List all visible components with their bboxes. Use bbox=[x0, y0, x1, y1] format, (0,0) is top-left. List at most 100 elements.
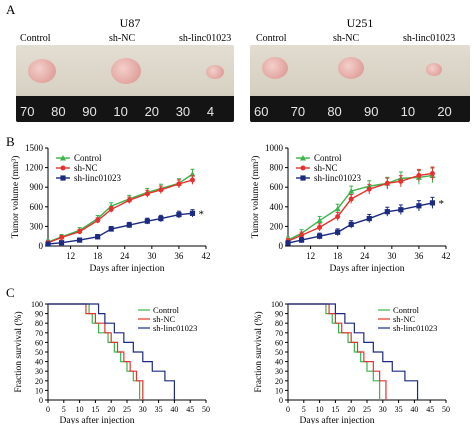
photo-label-sh-linc01023: sh-linc01023 bbox=[403, 33, 456, 44]
ruler-number: 70 bbox=[20, 104, 35, 119]
x-tick-label: 10 bbox=[316, 405, 324, 414]
data-point bbox=[300, 165, 306, 171]
x-axis-label: Days after injection bbox=[300, 415, 375, 424]
legend-label: sh-linc01023 bbox=[74, 173, 121, 183]
x-tick-label: 30 bbox=[379, 405, 387, 414]
data-point bbox=[348, 188, 355, 194]
data-point bbox=[144, 218, 150, 224]
legend-label: Control bbox=[393, 305, 420, 315]
panel-label-b: B bbox=[6, 134, 15, 149]
ruler-number: 80 bbox=[51, 104, 66, 119]
x-tick-label: 15 bbox=[91, 405, 99, 414]
y-tick-label: 40 bbox=[35, 358, 43, 367]
y-axis-label: Fraction survival (%) bbox=[13, 311, 24, 392]
y-tick-label: 60 bbox=[275, 338, 283, 347]
data-point bbox=[366, 186, 372, 192]
y-tick-label: 200 bbox=[270, 221, 284, 231]
y-tick-label: 40 bbox=[275, 358, 283, 367]
tumor-control bbox=[28, 59, 56, 83]
photo-title-u87: U87 bbox=[119, 16, 141, 30]
ruler-number: 10 bbox=[400, 104, 416, 119]
data-point bbox=[334, 205, 341, 212]
tumor-sh-linc01023 bbox=[206, 65, 224, 79]
x-tick-label: 40 bbox=[410, 405, 418, 414]
y-tick-label: 1000 bbox=[265, 143, 284, 153]
data-point bbox=[58, 240, 65, 246]
photo-label-control: Control bbox=[20, 33, 51, 44]
x-tick-label: 25 bbox=[123, 405, 131, 414]
data-point bbox=[189, 210, 196, 216]
tumor-control bbox=[262, 57, 288, 79]
legend-label: sh-NC bbox=[314, 163, 338, 173]
ruler-number: 80 bbox=[327, 104, 342, 119]
x-tick-label: 18 bbox=[93, 251, 103, 261]
data-point bbox=[348, 221, 354, 228]
data-point bbox=[299, 232, 305, 238]
data-point bbox=[59, 235, 65, 241]
y-tick-label: 400 bbox=[270, 202, 284, 212]
survival-curve bbox=[288, 303, 381, 400]
y-tick-label: 1500 bbox=[25, 143, 44, 153]
y-tick-label: 80 bbox=[35, 319, 43, 328]
significance-marker: * bbox=[198, 208, 204, 220]
x-tick-label: 42 bbox=[202, 251, 211, 261]
tumor-sh-linc01023 bbox=[426, 63, 442, 76]
data-point bbox=[416, 172, 422, 178]
y-axis-label: Tumor volume (mm³) bbox=[10, 156, 21, 239]
tumor-photo-u87: 70 80 90 10 20 30 4 bbox=[16, 45, 234, 122]
x-axis-label: Days after injection bbox=[90, 263, 165, 274]
x-axis-label: Days after injection bbox=[330, 263, 405, 274]
legend-label: sh-linc01023 bbox=[153, 323, 197, 333]
photo-label-control: Control bbox=[256, 33, 287, 44]
legend-label: Control bbox=[74, 153, 102, 163]
x-tick-label: 20 bbox=[347, 405, 355, 414]
y-tick-label: 60 bbox=[35, 338, 43, 347]
series-line bbox=[287, 202, 433, 244]
data-point bbox=[77, 237, 83, 243]
y-tick-label: 600 bbox=[30, 202, 44, 212]
x-tick-label: 42 bbox=[442, 251, 451, 261]
photo-label-sh-nc: sh-NC bbox=[333, 33, 360, 44]
series-line bbox=[47, 173, 193, 243]
legend-label: sh-NC bbox=[74, 163, 98, 173]
x-tick-label: 36 bbox=[174, 251, 184, 261]
survival-curve bbox=[288, 303, 419, 400]
data-point bbox=[158, 187, 164, 193]
x-tick-label: 5 bbox=[62, 405, 66, 414]
data-point bbox=[95, 218, 101, 224]
ruler-number: 20 bbox=[437, 104, 452, 119]
y-tick-label: 100 bbox=[31, 300, 43, 309]
y-tick-label: 50 bbox=[35, 348, 43, 357]
data-point bbox=[77, 229, 83, 235]
panel-label-a: A bbox=[6, 2, 16, 17]
data-point bbox=[429, 200, 436, 206]
data-point bbox=[60, 175, 66, 181]
x-tick-label: 50 bbox=[202, 405, 210, 414]
ruler-number: 70 bbox=[290, 104, 306, 119]
tumor-volume-chart-u87: 0 300 600 900 1200 1500 12 18 24 30 36 42 Days after… bbox=[10, 143, 211, 274]
data-point bbox=[95, 234, 101, 240]
x-tick-label: 30 bbox=[139, 405, 147, 414]
data-point bbox=[316, 217, 323, 224]
ruler-number: 4 bbox=[206, 104, 215, 119]
legend-label: Control bbox=[314, 153, 342, 163]
y-tick-label: 80 bbox=[275, 319, 283, 328]
y-tick-label: 900 bbox=[30, 182, 44, 192]
panel-label-c: C bbox=[6, 285, 15, 300]
data-point bbox=[189, 177, 195, 183]
ruler-number: 20 bbox=[144, 104, 160, 119]
series-line bbox=[47, 179, 193, 244]
y-tick-label: 20 bbox=[275, 377, 283, 386]
tumor-sh-nc bbox=[338, 57, 364, 79]
legend-label: Control bbox=[153, 305, 180, 315]
x-tick-label: 20 bbox=[107, 405, 115, 414]
data-point bbox=[300, 175, 306, 181]
x-tick-label: 24 bbox=[120, 251, 130, 261]
x-tick-label: 0 bbox=[46, 405, 50, 414]
y-tick-label: 10 bbox=[275, 386, 283, 395]
ruler-number: 30 bbox=[175, 104, 191, 119]
ruler-number: 10 bbox=[113, 104, 128, 119]
data-point bbox=[335, 229, 341, 235]
data-point bbox=[317, 224, 323, 230]
